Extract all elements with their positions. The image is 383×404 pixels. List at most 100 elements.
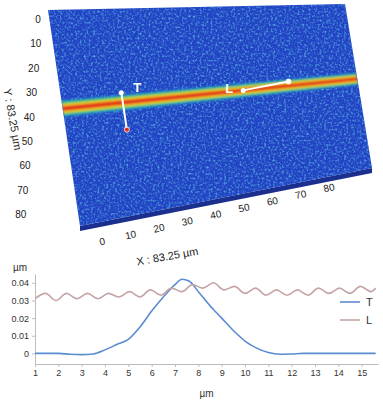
surface-view: TL0102030405060708001020304050607080Y : … (2, 4, 372, 267)
x-tick-label: 60 (266, 195, 280, 208)
surface-plane (48, 4, 372, 226)
tick: 8 (196, 364, 201, 378)
tick: 2 (56, 364, 61, 378)
tick-label: 5 (126, 368, 131, 378)
y-tick-label: 70 (17, 185, 29, 196)
x-tick-label: 20 (152, 221, 166, 234)
tick-mark (222, 364, 223, 367)
tick: 0 (24, 349, 35, 359)
ridge-band (62, 78, 357, 110)
tick: 10 (240, 364, 250, 378)
tick-label: 6 (150, 368, 155, 378)
tick-label: 0.03 (11, 296, 29, 306)
y-tick-label: 20 (28, 63, 40, 74)
tick-label: 12 (287, 368, 297, 378)
tick-label: 11 (264, 368, 273, 378)
y-tick-label: 10 (30, 38, 42, 49)
profile-start (241, 88, 246, 93)
x-tick-label: 30 (181, 215, 195, 228)
x-tick-label: 40 (209, 208, 223, 221)
tick: 5 (126, 364, 131, 378)
tick: 11 (264, 364, 273, 378)
profile-end (286, 79, 291, 84)
x-tick-label: 0 (98, 236, 106, 248)
profile-label: L (225, 81, 233, 96)
series-line (35, 279, 376, 354)
ridge-band (62, 75, 358, 113)
tick-mark (32, 353, 35, 354)
tick: 12 (287, 364, 297, 378)
x-axis: 123456789101112131415 (33, 364, 379, 378)
tick-label: 0.02 (11, 313, 29, 323)
y-tick-label: 80 (15, 209, 27, 220)
tick-mark (362, 364, 363, 367)
tick-label: 9 (220, 368, 225, 378)
tick-mark (268, 364, 269, 367)
line-chart: 12345678910111213141500.010.020.030.04µm… (11, 262, 378, 399)
tick: 15 (357, 364, 367, 378)
x-axis-title: X : 83.25 µm (135, 245, 199, 268)
tick: 14 (334, 364, 344, 378)
tick-mark (315, 364, 316, 367)
tick-mark (32, 336, 35, 337)
tick: 9 (220, 364, 225, 378)
tick: 7 (173, 364, 178, 378)
profile-line (243, 82, 288, 91)
tick-label: 0.01 (11, 331, 29, 341)
profile-line (121, 93, 127, 130)
tick-label: 7 (173, 368, 178, 378)
profile-end (124, 127, 129, 132)
ridge-band (62, 76, 358, 111)
tick-mark (105, 364, 106, 367)
tick-mark (175, 364, 176, 367)
tick-mark (338, 364, 339, 367)
profile-start (119, 90, 124, 95)
ridge-band (62, 74, 358, 115)
tick-mark (82, 364, 83, 367)
tick-mark (32, 318, 35, 319)
chart-svg: TL0102030405060708001020304050607080Y : … (0, 0, 383, 404)
series-line (35, 283, 376, 301)
tick-label: 1 (33, 368, 38, 378)
legend-label: L (366, 314, 372, 326)
plot-area (35, 279, 376, 354)
x-tick-label: 50 (237, 201, 251, 214)
tick: 0.02 (11, 313, 35, 323)
axis-line (35, 275, 36, 365)
y-tick-label: 40 (24, 112, 36, 123)
tick-label: 4 (103, 368, 108, 378)
y-axis-title: µm (13, 262, 27, 273)
tick-mark (198, 364, 199, 367)
tick: 4 (103, 364, 108, 378)
y-tick-label: 30 (26, 87, 38, 98)
x-axis-title: µm (199, 388, 213, 399)
tick-label: 2 (56, 368, 61, 378)
tick-mark (128, 364, 129, 367)
legend-swatch (340, 301, 360, 303)
tick-label: 10 (240, 368, 250, 378)
tick: 0.04 (11, 278, 35, 288)
tick-mark (292, 364, 293, 367)
x-tick-label: 70 (294, 188, 308, 201)
tick-label: 13 (310, 368, 320, 378)
tick-mark (58, 364, 59, 367)
x-tick-label: 10 (124, 228, 138, 241)
x-tick-label: 80 (322, 181, 336, 194)
y-axis-title: Y : 83.25 µm (2, 88, 25, 152)
axis-line (36, 364, 379, 365)
legend: TL (340, 296, 373, 326)
tick: 13 (310, 364, 320, 378)
y-tick-label: 60 (19, 160, 31, 171)
profile-label: T (133, 80, 141, 95)
tick-mark (152, 364, 153, 367)
tick-label: 0 (24, 349, 29, 359)
tick-label: 3 (80, 368, 85, 378)
ridge-band (61, 73, 358, 116)
tick-mark (32, 283, 35, 284)
tick: 1 (33, 364, 38, 378)
tick-label: 15 (357, 368, 367, 378)
y-tick-label: 0 (35, 14, 41, 25)
tick: 0.03 (11, 296, 35, 306)
tick: 6 (150, 364, 155, 378)
tick: 3 (80, 364, 85, 378)
